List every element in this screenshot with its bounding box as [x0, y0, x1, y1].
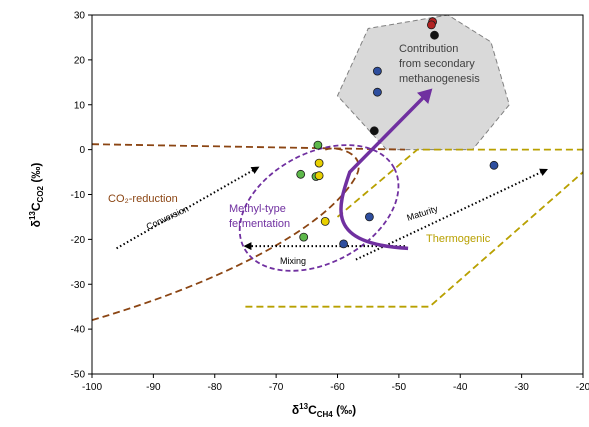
y-tick-label-6: -20 — [71, 235, 86, 246]
y-tick-label-4: 0 — [79, 145, 85, 156]
conversion-arrow — [116, 166, 260, 250]
arrow-layer — [116, 88, 548, 261]
region-label-secondary-line3: methanogenesis — [399, 73, 480, 85]
data-point-16 — [320, 216, 330, 226]
x-tick-label-5: -60 — [330, 382, 345, 393]
secondary-methanogenesis-trend-arrow — [339, 88, 433, 251]
y-tick-label-2: 20 — [74, 55, 86, 66]
y-axis-title: δ13CCO2 (‰) — [28, 163, 45, 228]
data-point-11 — [296, 169, 306, 179]
region-label-methyl-type: Methyl-type fermentation — [229, 203, 290, 230]
data-point-5 — [372, 87, 382, 97]
x-tick-label-2: -90 — [146, 382, 161, 393]
data-point-10 — [313, 140, 323, 150]
secondary-methanogenesis-region — [336, 14, 510, 151]
maturity-arrow — [355, 168, 548, 261]
y-tick-label-9: -50 — [71, 370, 86, 381]
x-tick-label-1: -100 — [82, 382, 102, 393]
data-point-15 — [314, 171, 324, 181]
region-label-co2-reduction: CO₂-reduction — [108, 193, 178, 205]
data-point-6 — [369, 126, 379, 136]
y-tick-label-8: -40 — [71, 325, 86, 336]
x-tick-label-3: -80 — [208, 382, 223, 393]
x-axis-title: δ13CCH4 (‰) — [292, 402, 356, 419]
thermogenic-boundary-lower — [245, 171, 584, 308]
region-label-thermogenic: Thermogenic — [426, 233, 491, 245]
y-tick-label-5: -10 — [71, 190, 86, 201]
y-tick-label-3: 10 — [74, 100, 86, 111]
co2-reduction-boundary-lower — [91, 147, 360, 322]
arrow-label-mixing: Mixing — [280, 256, 306, 266]
x-tick-label-6: -50 — [392, 382, 407, 393]
y-tick-label-7: -30 — [71, 280, 86, 291]
data-point-14 — [314, 158, 324, 168]
x-tick-label-7: -40 — [453, 382, 468, 393]
x-tick-label-8: -30 — [514, 382, 529, 393]
x-tick-label-4: -70 — [269, 382, 284, 393]
region-layer — [91, 14, 584, 322]
data-point-9 — [339, 239, 349, 249]
data-point-7 — [489, 160, 499, 170]
tick-layer: -100 -90 -80 -70 -60 -50 -40 -30 -20 30 20 10 0 -10 -2… — [71, 11, 589, 394]
data-point-2 — [426, 20, 436, 30]
y-tick-label-1: 30 — [74, 11, 86, 22]
region-label-methyl-type-line2: fermentation — [229, 218, 290, 230]
point-layer — [296, 17, 499, 249]
data-point-8 — [364, 212, 374, 222]
region-label-methyl-type-line1: Methyl-type — [229, 203, 286, 215]
methyl-type-fermentation-boundary — [238, 144, 400, 272]
thermogenic-boundary-upper — [336, 148, 583, 218]
region-label-secondary-line2: from secondary — [399, 58, 475, 70]
region-label-secondary-methanogenesis: Contribution from secondary methanogenes… — [399, 43, 480, 85]
data-point-4 — [372, 66, 382, 76]
data-point-3 — [430, 30, 439, 40]
plot-background — [92, 15, 583, 374]
x-tick-label-9: -20 — [576, 382, 589, 393]
region-label-secondary-line1: Contribution — [399, 43, 458, 55]
data-point-13 — [299, 232, 309, 242]
co2-reduction-boundary-upper — [91, 143, 406, 151]
